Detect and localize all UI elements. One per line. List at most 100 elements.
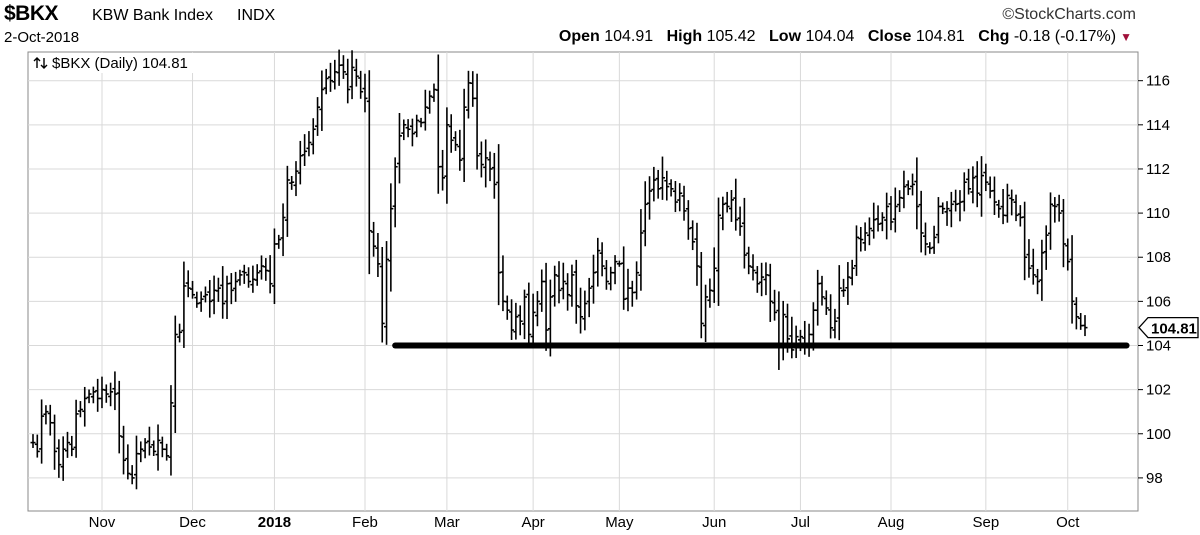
- ohlc-bar: [155, 424, 161, 471]
- ohlc-bar: [358, 70, 364, 99]
- ohlc-bar: [862, 222, 868, 251]
- ohlc-bar: [461, 88, 467, 182]
- ohlc-bar: [1004, 183, 1010, 223]
- price-bars: [30, 49, 1088, 490]
- ohlc-bar: [884, 192, 890, 240]
- ohlc-bar: [427, 90, 433, 114]
- ohlc-bar: [444, 107, 450, 204]
- ohlc-bar: [478, 141, 484, 178]
- ohlc-bar: [634, 261, 640, 300]
- ohlc-bar: [733, 178, 739, 231]
- y-tick-label: 114: [1146, 117, 1170, 134]
- x-tick-label: May: [605, 514, 634, 531]
- symbol-title: $BKX: [4, 2, 59, 25]
- exchange-label: INDX: [237, 7, 276, 24]
- ohlc-bar: [672, 180, 678, 213]
- ohlc-bar: [138, 441, 144, 463]
- ohlc-bar: [651, 166, 657, 202]
- ohlc-bar: [681, 185, 687, 221]
- ohlc-bar: [892, 187, 898, 233]
- change-label: Chg: [978, 28, 1010, 45]
- y-tick-label: 100: [1146, 426, 1171, 443]
- ohlc-bar: [215, 277, 221, 302]
- close-value: 104.81: [915, 28, 965, 45]
- ohlc-bar: [750, 254, 756, 281]
- close-label: Close: [867, 28, 912, 45]
- last-price-tag: [1138, 316, 1199, 339]
- ohlc-bar: [517, 305, 523, 336]
- ohlc-bar: [1056, 194, 1062, 222]
- ohlc-bar: [819, 275, 825, 306]
- ohlc-bar: [573, 259, 579, 324]
- x-tick-label: Feb: [352, 514, 378, 531]
- ohlc-bar: [996, 199, 1002, 218]
- ohlc-bar: [543, 262, 549, 351]
- ohlc-bar: [944, 201, 950, 226]
- ohlc-bar: [375, 232, 381, 278]
- ohlc-bar: [267, 255, 273, 294]
- ohlc-bar: [69, 435, 75, 457]
- ohlc-bar: [1013, 194, 1019, 222]
- ohlc-bar: [405, 119, 411, 138]
- ohlc-bar: [43, 405, 49, 425]
- ohlc-bar: [1082, 315, 1088, 337]
- ohlc-bar: [353, 58, 359, 87]
- ohlc-bar: [457, 129, 463, 171]
- down-triangle-icon: ▼: [1120, 30, 1132, 44]
- ohlc-bar: [754, 266, 760, 293]
- ohlc-bar: [836, 265, 842, 341]
- ohlc-bar: [185, 270, 191, 298]
- ohlc-summary: Open 104.91 High 105.42 Low 104.04 Close…: [559, 28, 1132, 46]
- ohlc-bar: [90, 386, 96, 404]
- x-tick-label: Mar: [434, 514, 460, 531]
- ohlc-bar: [927, 242, 933, 254]
- ohlc-bar: [392, 157, 398, 228]
- ohlc-bar: [56, 439, 62, 478]
- ohlc-bar: [668, 179, 674, 197]
- ohlc-bar: [526, 282, 532, 347]
- x-tick-label: Aug: [878, 514, 905, 531]
- ohlc-bar: [366, 70, 372, 275]
- ohlc-bar: [901, 170, 907, 209]
- ohlc-bar: [509, 299, 515, 340]
- ohlc-bar: [789, 316, 795, 359]
- ohlc-bar: [948, 191, 954, 228]
- ohlc-bar: [340, 55, 346, 79]
- ohlc-bar: [655, 169, 661, 199]
- ohlc-bar: [931, 225, 937, 254]
- ohlc-bar: [276, 234, 282, 249]
- change-value: -0.18 (-0.17%): [1013, 28, 1117, 45]
- ohlc-bar: [560, 262, 566, 300]
- ohlc-bar: [1026, 239, 1032, 278]
- ohlc-bar: [414, 114, 420, 138]
- ohlc-bar: [202, 286, 208, 303]
- ohlc-bar: [64, 431, 70, 458]
- ohlc-bar: [556, 261, 562, 304]
- ohlc-bar: [1035, 268, 1041, 295]
- ohlc-bar: [371, 221, 377, 257]
- high-value: 105.42: [706, 28, 756, 45]
- ohlc-bar: [522, 289, 528, 340]
- ohlc-bar: [121, 425, 127, 475]
- x-tick-label: Nov: [89, 514, 116, 531]
- ohlc-bar: [513, 302, 519, 340]
- ohlc-bar: [1022, 201, 1028, 281]
- ohlc-bar: [694, 222, 700, 286]
- ohlc-bar: [474, 73, 480, 170]
- ohlc-bar: [979, 156, 985, 217]
- ohlc-bar: [228, 273, 234, 305]
- ohlc-bar: [349, 50, 355, 100]
- ohlc-bar: [1060, 198, 1066, 268]
- x-tick-label: Apr: [521, 514, 544, 531]
- ohlc-bar: [922, 222, 928, 256]
- x-tick-label: Sep: [972, 514, 999, 531]
- plot-area: [27, 51, 1139, 512]
- ohlc-bar: [823, 290, 829, 315]
- ohlc-bar: [974, 161, 980, 208]
- ohlc-bar: [841, 278, 847, 297]
- index-name: KBW Bank Index: [92, 7, 213, 24]
- y-tick-label: 98: [1146, 470, 1163, 487]
- x-tick-label: Jul: [791, 514, 810, 531]
- ohlc-bar: [233, 271, 239, 302]
